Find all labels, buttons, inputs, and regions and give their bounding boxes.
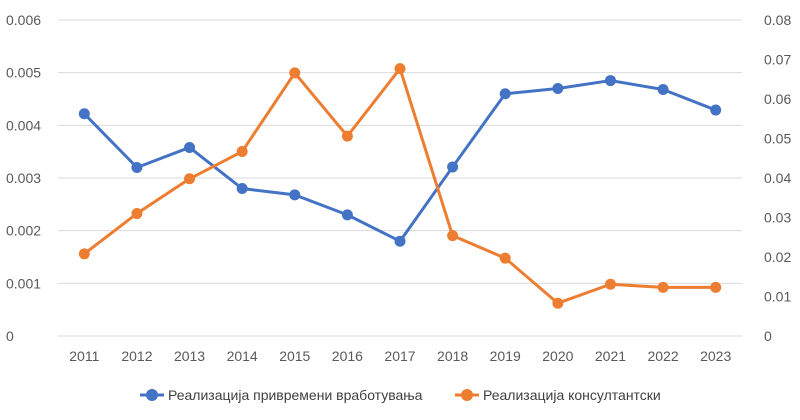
data-point[interactable] <box>394 235 406 247</box>
data-point[interactable] <box>341 130 353 142</box>
data-point[interactable] <box>604 278 616 290</box>
x-tick-label: 2021 <box>595 348 626 364</box>
y-left-tick-label: 0.002 <box>6 223 41 239</box>
legend: Реализација привремени вработувања Реали… <box>140 387 661 403</box>
data-point[interactable] <box>657 84 669 96</box>
data-point[interactable] <box>447 230 459 242</box>
x-tick-label: 2023 <box>700 348 731 364</box>
data-point[interactable] <box>289 189 301 201</box>
data-point[interactable] <box>447 161 459 173</box>
legend-label-series-2: Реализација консултантски <box>483 387 661 403</box>
y-right-tick-label: 0.03 <box>764 210 791 226</box>
x-tick-label: 2014 <box>227 348 258 364</box>
data-point[interactable] <box>552 82 564 94</box>
series-line <box>83 79 717 243</box>
y-right-tick-label: 0.05 <box>764 131 791 147</box>
data-point[interactable] <box>184 141 196 153</box>
data-point[interactable] <box>184 173 196 185</box>
data-point[interactable] <box>289 67 301 79</box>
x-tick-label: 2013 <box>174 348 205 364</box>
y-right-tick-label: 0.01 <box>764 289 791 305</box>
x-tick-label: 2017 <box>384 348 415 364</box>
series-lines <box>78 63 722 309</box>
y-right-tick-label: 0.08 <box>764 12 791 28</box>
data-point[interactable] <box>78 248 90 260</box>
y-right-tick-label: 0.02 <box>764 249 791 265</box>
y-left-tick-label: 0.001 <box>6 275 41 291</box>
data-point[interactable] <box>604 75 616 87</box>
data-point[interactable] <box>499 88 511 100</box>
y-right-tick-label: 0.04 <box>764 170 791 186</box>
x-tick-label: 2012 <box>121 348 152 364</box>
legend-marker-series-2 <box>461 389 473 401</box>
y-left-tick-label: 0.004 <box>6 117 41 133</box>
x-tick-label: 2016 <box>332 348 363 364</box>
legend-label-series-1: Реализација привремени вработувања <box>168 387 423 403</box>
data-point[interactable] <box>341 209 353 221</box>
x-tick-label: 2019 <box>490 348 521 364</box>
series-1 <box>78 75 722 247</box>
y-right-tick-label: 0.06 <box>764 91 791 107</box>
data-point[interactable] <box>710 281 722 293</box>
data-point[interactable] <box>657 281 669 293</box>
data-point[interactable] <box>552 297 564 309</box>
data-point[interactable] <box>131 208 143 220</box>
legend-item-series-2[interactable]: Реализација консултантски <box>455 387 661 403</box>
x-tick-label: 2011 <box>69 348 99 364</box>
legend-marker-series-1 <box>146 389 158 401</box>
data-point[interactable] <box>236 146 248 158</box>
x-tick-label: 2015 <box>279 348 310 364</box>
data-point[interactable] <box>236 183 248 195</box>
y-right-tick-label: 0 <box>764 328 772 344</box>
x-axis-ticks: 2011 2012 2013 2014 2015 2016 2017 2018 2019 2020… <box>69 348 731 364</box>
data-point[interactable] <box>499 252 511 264</box>
y-left-tick-label: 0 <box>6 328 14 344</box>
x-tick-label: 2018 <box>437 348 468 364</box>
legend-item-series-1[interactable]: Реализација привремени вработувања <box>140 387 423 403</box>
data-point[interactable] <box>394 63 406 75</box>
y-right-tick-label: 0.07 <box>764 52 791 68</box>
right-axis-ticks: 0 0.01 0.02 0.03 0.04 0.05 0.06 0.07 0.08 <box>764 12 791 344</box>
left-axis-ticks: 0 0.001 0.002 0.003 0.004 0.005 0.006 <box>6 12 41 344</box>
y-left-tick-label: 0.003 <box>6 170 41 186</box>
y-left-tick-label: 0.006 <box>6 12 41 28</box>
data-point[interactable] <box>78 108 90 120</box>
data-point[interactable] <box>131 161 143 173</box>
series-2 <box>78 63 722 309</box>
x-tick-label: 2022 <box>647 348 678 364</box>
data-point[interactable] <box>710 104 722 116</box>
series-line <box>83 67 716 305</box>
x-tick-label: 2020 <box>542 348 573 364</box>
y-left-tick-label: 0.005 <box>6 65 41 81</box>
